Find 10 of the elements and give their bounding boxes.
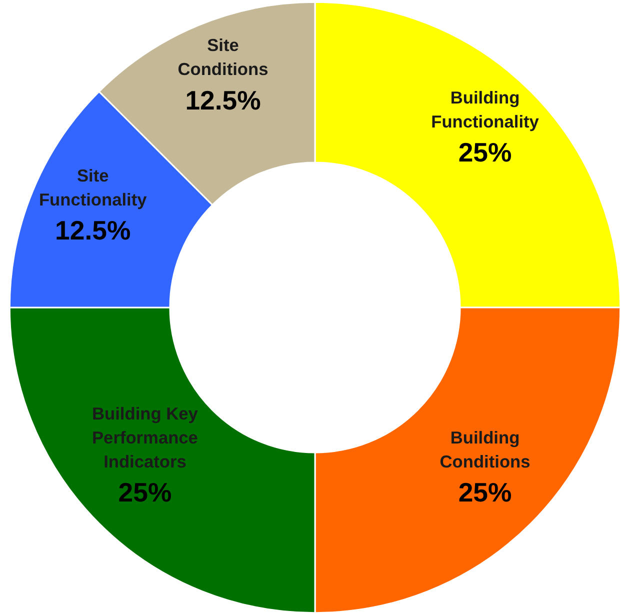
slice-label: Building Conditions	[440, 427, 530, 472]
data-label: 25%	[458, 478, 512, 508]
slice-label: Building Functionality	[431, 87, 540, 132]
data-label: 12.5%	[185, 85, 261, 116]
data-label: 25%	[118, 478, 172, 508]
data-label: 25%	[458, 137, 512, 168]
data-label: 12.5%	[55, 215, 131, 246]
slice-label: Site Conditions	[178, 35, 268, 80]
slice-label: Site Functionality	[38, 165, 148, 210]
slice-label: Building Key Performance Indicators	[92, 403, 198, 472]
